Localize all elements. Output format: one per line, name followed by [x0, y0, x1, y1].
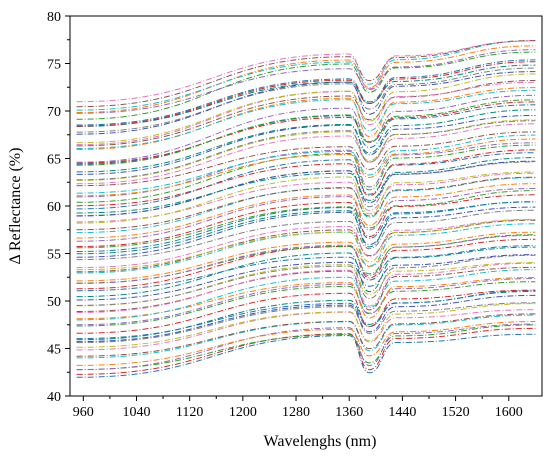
series-line [76, 120, 536, 181]
y-tick-label: 65 [47, 153, 61, 168]
series-line [76, 177, 536, 234]
series-line [76, 80, 536, 147]
series-line [76, 172, 536, 223]
x-tick-label: 1200 [229, 405, 257, 420]
series-line [76, 278, 536, 326]
series-line [76, 294, 536, 343]
series-line [76, 194, 536, 247]
series-line [76, 40, 536, 108]
series-line [76, 201, 536, 252]
series-line [76, 324, 536, 371]
series-line [76, 254, 536, 306]
series-line [76, 99, 536, 166]
x-tick-label: 1120 [176, 405, 203, 420]
series-line [76, 40, 536, 111]
series-line [76, 323, 536, 371]
series-line [76, 238, 536, 290]
series-line [76, 269, 536, 321]
series-line [76, 206, 536, 258]
series-line [76, 201, 536, 255]
series-line [76, 231, 536, 282]
series-line [76, 246, 536, 298]
series-line [76, 303, 536, 348]
series-line [76, 254, 536, 301]
series-line [76, 245, 536, 292]
series-line [76, 223, 536, 274]
series-line [76, 94, 536, 163]
series-line [76, 157, 536, 214]
y-axis: 40 45 50 55 60 65 70 75 80 [47, 10, 70, 405]
series-line [76, 131, 536, 187]
x-tick-label: 1280 [282, 405, 310, 420]
series-line [76, 61, 536, 127]
y-tick-label: 50 [47, 295, 61, 310]
y-tick-label: 70 [47, 105, 61, 120]
series-line [76, 281, 536, 327]
series-line [76, 45, 536, 113]
series-line [76, 176, 536, 231]
series-line [76, 161, 536, 217]
series-line [76, 321, 536, 366]
series-line [76, 333, 536, 378]
series-line [76, 262, 536, 313]
series-line [76, 51, 536, 120]
series-line [76, 188, 536, 242]
series-line [76, 109, 536, 173]
series-line [76, 302, 536, 344]
series-line [76, 142, 536, 198]
y-tick-label: 55 [47, 248, 61, 263]
series-line [76, 59, 536, 126]
series-line [76, 149, 536, 207]
series-line [76, 190, 536, 249]
y-tick-label: 80 [47, 10, 61, 25]
series-line [76, 171, 536, 224]
series-line [76, 266, 536, 312]
x-tick-label: 1040 [122, 405, 150, 420]
y-axis-title: Δ Reflectance (%) [7, 148, 24, 265]
series-line [76, 234, 536, 284]
series-line [76, 152, 536, 210]
series-line [76, 313, 536, 357]
series-line [76, 327, 536, 375]
series-line [76, 160, 536, 217]
series-line [76, 309, 536, 351]
series-line [76, 277, 536, 320]
y-tick-label: 75 [47, 58, 61, 73]
series-line [76, 218, 536, 269]
series-line [76, 81, 536, 146]
x-tick-label: 1440 [388, 405, 416, 420]
y-tick-label: 60 [47, 200, 61, 215]
x-tick-label: 1520 [442, 405, 470, 420]
series-line [76, 314, 536, 359]
series-line [76, 40, 536, 103]
x-tick-label: 960 [73, 405, 94, 420]
series-line [76, 71, 536, 135]
y-tick-label: 40 [47, 390, 61, 405]
x-axis: 960 1040 1120 1200 1280 1360 1440 1520 1600 [73, 396, 523, 420]
series-line [76, 49, 536, 114]
series-line [76, 219, 536, 271]
series-line [76, 119, 536, 181]
x-tick-label: 1600 [495, 405, 523, 420]
series-line [76, 289, 536, 334]
series-line [76, 183, 536, 239]
series-layer [76, 40, 536, 378]
series-line [76, 64, 536, 127]
series-line [76, 67, 536, 133]
series-line [76, 209, 536, 261]
x-axis-title: Wavelenghs (nm) [264, 433, 377, 450]
x-tick-label: 1360 [335, 405, 363, 420]
series-line [76, 144, 536, 203]
y-tick-label: 45 [47, 343, 61, 358]
series-line [76, 89, 536, 149]
series-line [76, 115, 536, 175]
series-line [76, 73, 536, 144]
series-line [76, 262, 536, 307]
